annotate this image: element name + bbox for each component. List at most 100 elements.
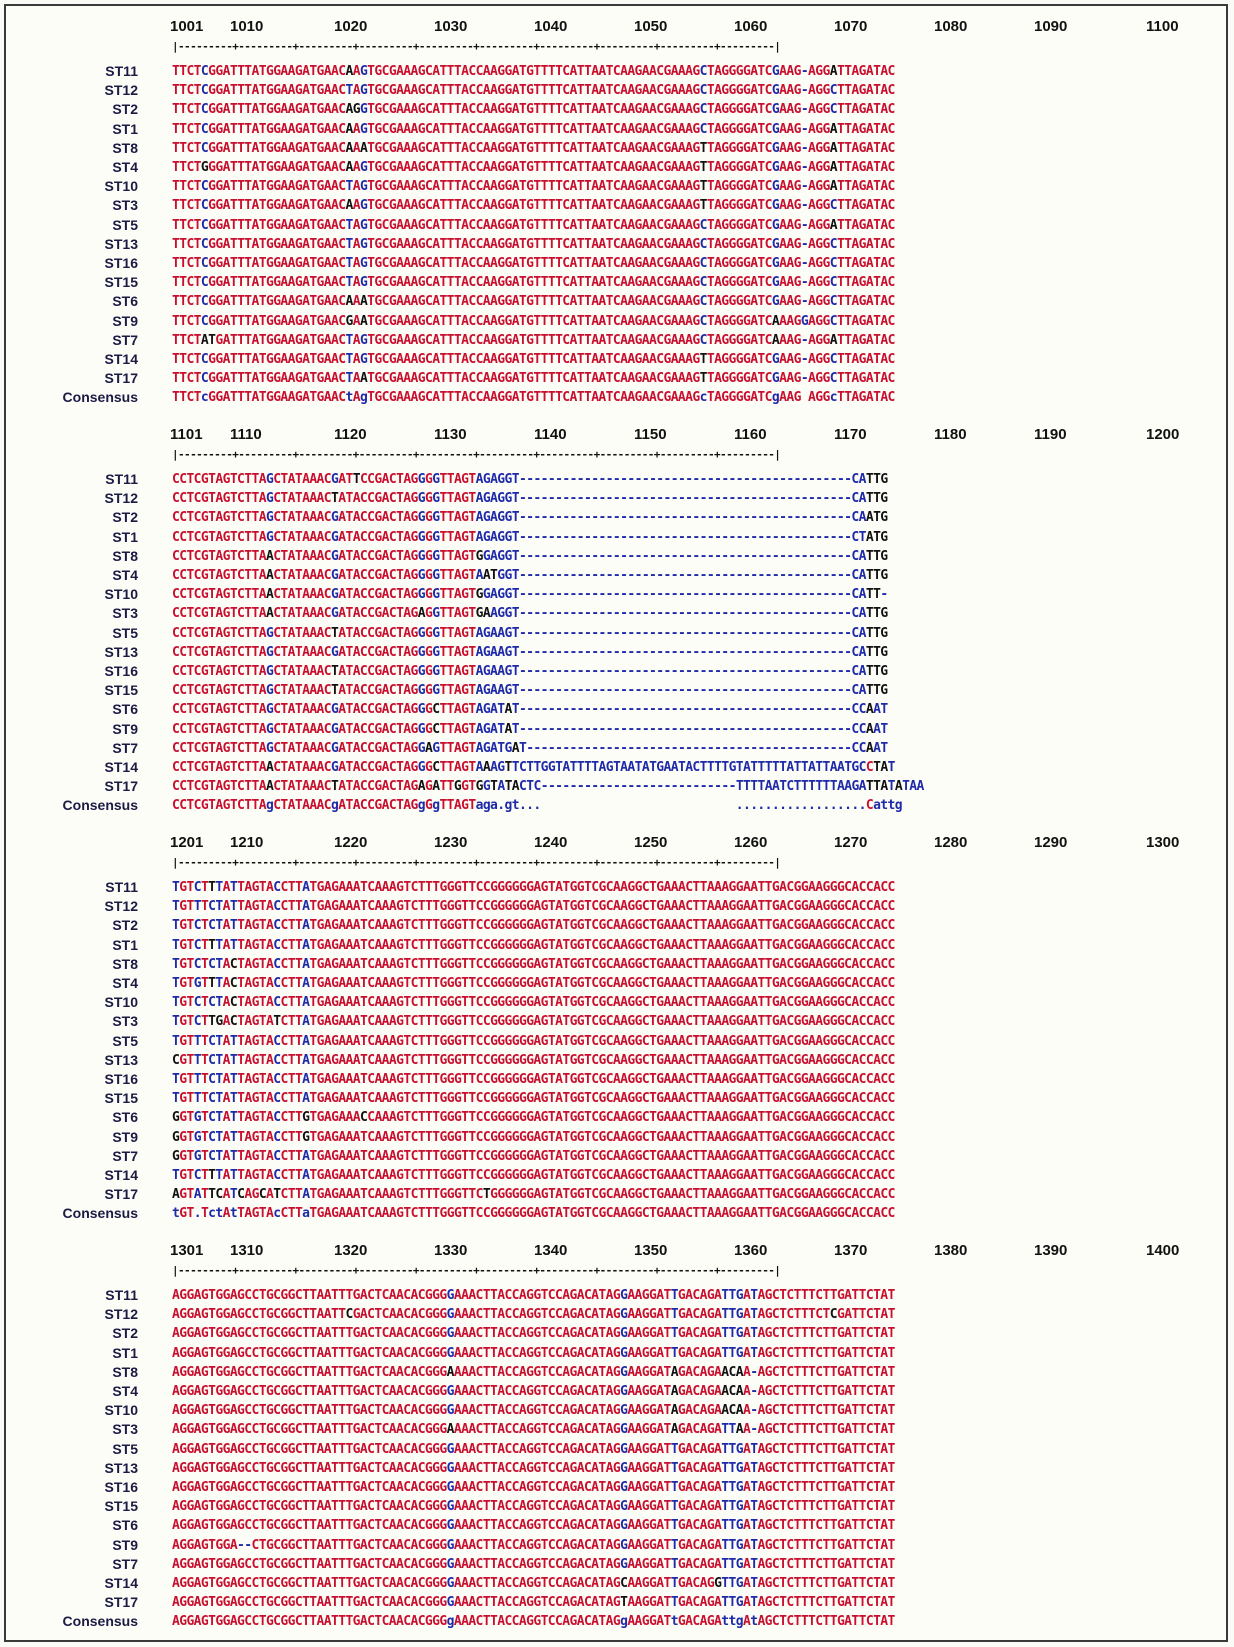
sequence-row: ST16 TGTTTCTATTAGTACCTTATGAGAAATCAAAGTCTT… bbox=[6, 1070, 1226, 1089]
sequence-name: ST15 bbox=[104, 1090, 138, 1107]
sequence-row: ST3 CCTCGTAGTCTTAACTATAAACGATACCGACTAGAGG… bbox=[6, 604, 1226, 623]
position-tick-label: 1040 bbox=[534, 18, 568, 35]
sequence-residues: TTCTCGGATTTATGGAAGATGAACTAGTGCGAAAGCATTT… bbox=[172, 352, 895, 367]
sequence-residues: CCTCGTAGTCTTAGCTATAAACGATACCGACTAGGAGTTA… bbox=[172, 740, 888, 756]
sequence-row: ST15 TGTTTCTATTAGTACCTTATGAGAAATCAAAGTCTT… bbox=[6, 1089, 1226, 1108]
sequence-name: ST6 bbox=[112, 1517, 138, 1534]
sequence-residues: AGGAGTGGAGCCTGCGGCTTAATTTGACTCAACACGGGGA… bbox=[172, 1345, 895, 1361]
sequence-name: ST10 bbox=[104, 586, 138, 603]
sequence-row: ST12 TGTTTCTATTAGTACCTTATGAGAAATCAAAGTCTT… bbox=[6, 897, 1226, 916]
sequence-name: ST3 bbox=[112, 197, 138, 214]
sequence-residues: TGTTTCTATTAGTACCTTATGAGAAATCAAAGTCTTTGGG… bbox=[172, 1072, 895, 1087]
sequence-row: ST11 CCTCGTAGTCTTAGCTATAAACGATTCCGACTAGGG… bbox=[6, 470, 1226, 489]
sequence-residues: TTCTCGGATTTATGGAAGATGAACAAGTGCGAAAGCATTT… bbox=[172, 198, 895, 214]
sequence-row: ST16 AGGAGTGGAGCCTGCGGCTTAATTTGACTCAACACG… bbox=[6, 1478, 1226, 1497]
position-tick-label: 1100 bbox=[1146, 18, 1179, 35]
sequence-name: ST14 bbox=[104, 1575, 138, 1591]
sequence-row: ST6 AGGAGTGGAGCCTGCGGCTTAATTTGACTCAACACGG… bbox=[6, 1516, 1226, 1535]
sequence-row: ST10 TGTCTCTACTAGTACCTTATGAGAAATCAAAGTCTT… bbox=[6, 993, 1226, 1012]
sequence-residues: AGGAGTGGAGCCTGCGGCTTAATTTGACTCAACACGGGAA… bbox=[172, 1364, 895, 1380]
sequence-residues: AGGAGTGGAGCCTGCGGCTTAATTTGACTCAACACGGGGA… bbox=[172, 1518, 895, 1534]
position-tick-label: 1150 bbox=[634, 426, 667, 443]
position-tick-label: 1010 bbox=[230, 18, 264, 35]
position-tick-label: 1180 bbox=[934, 426, 967, 443]
sequence-residues: TGTCTCTACTAGTACCTTATGAGAAATCAAAGTCTTTGGG… bbox=[172, 995, 895, 1011]
position-ruler: |---------+---------+---------+---------… bbox=[172, 856, 781, 869]
sequence-row: ST5 TGTTTCTATTAGTACCTTATGAGAAATCAAAGTCTTT… bbox=[6, 1032, 1226, 1051]
position-tick-label: 1170 bbox=[834, 426, 867, 443]
sequence-row: ST14 TGTCTTTATTAGTACCTTATGAGAAATCAAAGTCTT… bbox=[6, 1166, 1226, 1185]
position-tick-label: 1020 bbox=[334, 18, 368, 35]
position-ruler: |---------+---------+---------+---------… bbox=[172, 448, 781, 461]
alignment-block: 1201 1210 1220 1230 1240 1250 1260 1270 1280 1290… bbox=[6, 834, 1226, 1234]
sequence-name: ST14 bbox=[104, 1167, 138, 1183]
position-tick-label: 1380 bbox=[934, 1242, 968, 1259]
sequence-name: ST13 bbox=[104, 643, 138, 660]
sequence-row: ST5 CCTCGTAGTCTTAGCTATAAACTATACCGACTAGGGG… bbox=[6, 624, 1226, 643]
sequence-residues: TTCTcGGATTTATGGAAGATGAACtAgTGCGAAAGCATTT… bbox=[172, 390, 895, 406]
position-axis: 1301 1310 1320 1330 1340 1350 1360 1370 1380 1390… bbox=[6, 1242, 1226, 1282]
position-axis: 1001 1010 1020 1030 1040 1050 1060 1070 1080 1090… bbox=[6, 18, 1226, 58]
sequence-row: ST9 TTCTCGGATTTATGGAAGATGAACGAATGCGAAAGCA… bbox=[6, 312, 1226, 331]
sequence-row: ST11 TGTCTTTATTAGTACCTTATGAGAAATCAAAGTCTT… bbox=[6, 878, 1226, 897]
sequence-row: ST12 AGGAGTGGAGCCTGCGGCTTAATTCGACTCAACACG… bbox=[6, 1305, 1226, 1324]
sequence-name: ST16 bbox=[104, 255, 138, 271]
sequence-residues: TTCTCGGATTTATGGAAGATGAACAAGTGCGAAAGCATTT… bbox=[172, 121, 895, 137]
sequence-name: ST7 bbox=[112, 1147, 138, 1164]
sequence-residues: TGTTTCTATTAGTACCTTATGAGAAATCAAAGTCTTTGGG… bbox=[172, 899, 895, 915]
sequence-row: ST15 CCTCGTAGTCTTAGCTATAAACTATACCGACTAGGG… bbox=[6, 681, 1226, 700]
position-tick-label: 1050 bbox=[634, 18, 668, 35]
position-tick-label: 1220 bbox=[334, 834, 368, 851]
sequence-name: ST8 bbox=[112, 139, 138, 156]
sequence-row: ST2 CCTCGTAGTCTTAGCTATAAACGATACCGACTAGGGG… bbox=[6, 508, 1226, 527]
sequence-residues: AGGAGTGGAGCCTGCGGCTTAATTTGACTCAACACGGGAA… bbox=[172, 1422, 895, 1438]
sequence-residues: CCTCGTAGTCTTAACTATAAACGATACCGACTAGGGGTTA… bbox=[172, 568, 888, 583]
sequence-row: ST5 TTCTCGGATTTATGGAAGATGAACTAGTGCGAAAGCA… bbox=[6, 216, 1226, 235]
sequence-residues: TTCTCGGATTTATGGAAGATGAACTAGTGCGAAAGCATTT… bbox=[172, 217, 895, 233]
sequence-row: ST3 TTCTCGGATTTATGGAAGATGAACAAGTGCGAAAGCA… bbox=[6, 196, 1226, 215]
position-axis: 1201 1210 1220 1230 1240 1250 1260 1270 1280 1290… bbox=[6, 834, 1226, 874]
sequence-name: Consensus bbox=[62, 389, 138, 406]
sequence-residues: TGTTTCTATTAGTACCTTATGAGAAATCAAAGTCTTTGGG… bbox=[172, 1033, 895, 1049]
sequence-residues: TTCTCGGATTTATGGAAGATGAACTAGTGCGAAAGCATTT… bbox=[172, 179, 895, 195]
sequence-residues: CCTCGTAGTCTTAACTATAAACGATACCGACTAGGGGTTA… bbox=[172, 587, 888, 603]
consensus-row: Consensus CCTCGTAGTCTTAgCTATAAACgATACCGAC… bbox=[6, 796, 1226, 815]
sequence-residues: CGTTTCTATTAGTACCTTATGAGAAATCAAAGTCTTTGGG… bbox=[172, 1052, 895, 1068]
position-tick-label: 1160 bbox=[734, 426, 767, 443]
sequence-row: ST16 TTCTCGGATTTATGGAAGATGAACTAGTGCGAAAGC… bbox=[6, 254, 1226, 273]
sequence-row: ST6 CCTCGTAGTCTTAGCTATAAACGATACCGACTAGGGC… bbox=[6, 700, 1226, 719]
sequence-row: ST1 AGGAGTGGAGCCTGCGGCTTAATTTGACTCAACACGG… bbox=[6, 1344, 1226, 1363]
sequence-name: ST13 bbox=[104, 1459, 138, 1476]
sequence-name: ST10 bbox=[104, 1402, 138, 1419]
sequence-residues: CCTCGTAGTCTTAGCTATAAACGATACCGACTAGGGCTTA… bbox=[172, 702, 888, 718]
sequence-row: ST1 TTCTCGGATTTATGGAAGATGAACAAGTGCGAAAGCA… bbox=[6, 120, 1226, 139]
sequence-name: ST2 bbox=[112, 917, 138, 934]
sequence-name: ST3 bbox=[112, 1013, 138, 1030]
sequence-residues: AGGAGTGGAGCCTGCGGCTTAATTTGACTCAACACGGGGA… bbox=[172, 1403, 895, 1419]
sequence-row: ST4 TGTGTTTACTAGTACCTTATGAGAAATCAAAGTCTTT… bbox=[6, 974, 1226, 993]
position-tick-label: 1140 bbox=[534, 426, 567, 443]
sequence-name: ST9 bbox=[112, 1128, 138, 1145]
sequence-row: ST7 CCTCGTAGTCTTAGCTATAAACGATACCGACTAGGAG… bbox=[6, 739, 1226, 758]
sequence-row: ST1 TGTCTTTATTAGTACCTTATGAGAAATCAAAGTCTTT… bbox=[6, 936, 1226, 955]
sequence-name: ST2 bbox=[112, 1325, 138, 1342]
sequence-name: ST5 bbox=[112, 1032, 138, 1049]
sequence-residues: TTCTCGGATTTATGGAAGATGAACTAGTGCGAAAGCATTT… bbox=[172, 275, 895, 291]
sequence-name: Consensus bbox=[62, 1205, 138, 1222]
sequence-name: ST15 bbox=[104, 274, 138, 291]
sequence-row: ST14 TTCTCGGATTTATGGAAGATGAACTAGTGCGAAAGC… bbox=[6, 350, 1226, 369]
position-ruler: |---------+---------+---------+---------… bbox=[172, 1264, 781, 1277]
sequence-row: ST4 AGGAGTGGAGCCTGCGGCTTAATTTGACTCAACACGG… bbox=[6, 1382, 1226, 1401]
sequence-row: ST4 CCTCGTAGTCTTAACTATAAACGATACCGACTAGGGG… bbox=[6, 566, 1226, 585]
sequence-name: ST4 bbox=[112, 567, 138, 583]
sequence-name: ST1 bbox=[112, 120, 138, 137]
sequence-residues: AGGAGTGGA--CTGCGGCTTAATTTGACTCAACACGGGGA… bbox=[172, 1537, 895, 1553]
position-tick-label: 1070 bbox=[834, 18, 868, 35]
sequence-row: ST9 GGTGTCTATTAGTACCTTGTGAGAAATCAAAGTCTTT… bbox=[6, 1128, 1226, 1147]
sequence-row: ST5 AGGAGTGGAGCCTGCGGCTTAATTTGACTCAACACGG… bbox=[6, 1440, 1226, 1459]
sequence-residues: TGTCTCTATTAGTACCTTATGAGAAATCAAAGTCTTTGGG… bbox=[172, 918, 895, 934]
sequence-residues: AGGAGTGGAGCCTGCGGCTTAATTTGACTCAACACGGGGA… bbox=[172, 1288, 895, 1303]
sequence-residues: TTCTCGGATTTATGGAAGATGAACGAATGCGAAAGCATTT… bbox=[172, 313, 895, 329]
position-tick-label: 1101 bbox=[170, 426, 203, 443]
sequence-residues: GGTGTCTATTAGTACCTTATGAGAAATCAAAGTCTTTGGG… bbox=[172, 1148, 895, 1164]
